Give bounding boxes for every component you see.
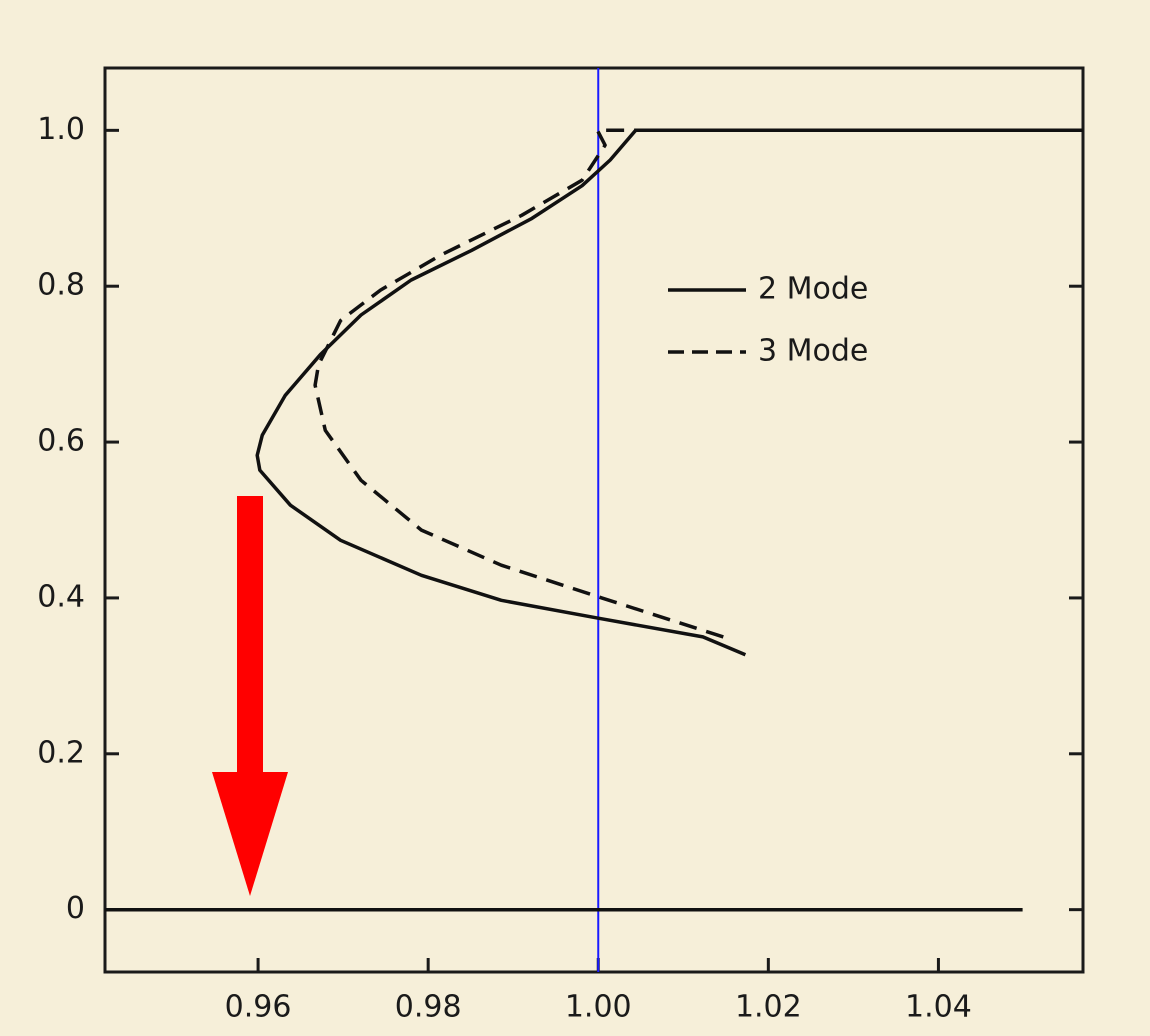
legend-label: 2 Mode: [758, 272, 868, 307]
arrow: [212, 496, 288, 896]
y-tick-label: 1.0: [37, 112, 85, 147]
series-line: [105, 128, 1083, 912]
x-tick-label: 1.04: [905, 990, 972, 1025]
legend-label: 3 Mode: [758, 334, 868, 369]
x-tick-label: 1.02: [735, 990, 802, 1025]
y-tick-label: 0.2: [37, 735, 85, 770]
y-tick-label: 0.4: [37, 579, 85, 614]
y-tick-label: 0: [66, 891, 85, 926]
series-line: [313, 128, 724, 639]
x-tick-label: 0.96: [225, 990, 292, 1025]
arrow-head: [212, 772, 288, 896]
legend-item: 3 Mode: [668, 334, 868, 369]
arrow-shaft: [237, 496, 263, 776]
y-tick-label: 0.8: [37, 268, 85, 303]
x-tick-label: 0.98: [395, 990, 462, 1025]
x-tick-label: 1.00: [565, 990, 632, 1025]
legend-item: 2 Mode: [668, 272, 868, 307]
plot-frame: [103, 66, 1085, 974]
y-tick-label: 0.6: [37, 424, 85, 459]
